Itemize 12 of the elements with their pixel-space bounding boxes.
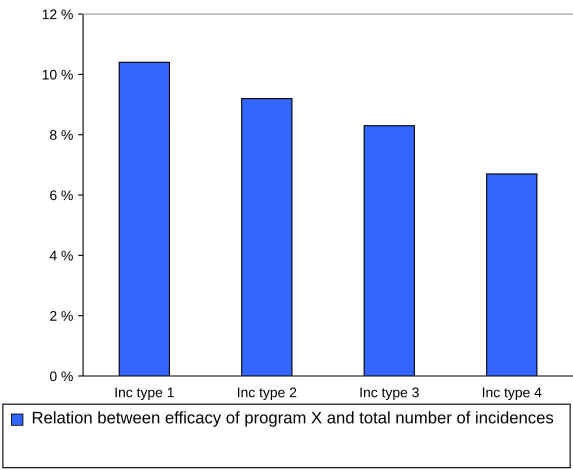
y-tick-label: 8 %: [50, 130, 73, 140]
y-tick-label: 12 %: [42, 9, 73, 20]
y-tick-label: 2 %: [50, 311, 73, 321]
x-tick-label: Inc type 4: [482, 388, 542, 400]
x-tick-label: Inc type 3: [360, 387, 419, 400]
y-tick-label: 4 %: [50, 250, 73, 260]
y-tick-label: 10 %: [42, 70, 73, 80]
y-tick-label: 0 %: [50, 371, 73, 382]
y-tick-label: 6 %: [50, 190, 73, 200]
x-tick-label: Inc type 1: [116, 388, 174, 400]
x-tick-label: Inc type 2: [238, 387, 296, 400]
legend-label: Relation between efficacy of program X and total number of incidences: [32, 411, 554, 427]
